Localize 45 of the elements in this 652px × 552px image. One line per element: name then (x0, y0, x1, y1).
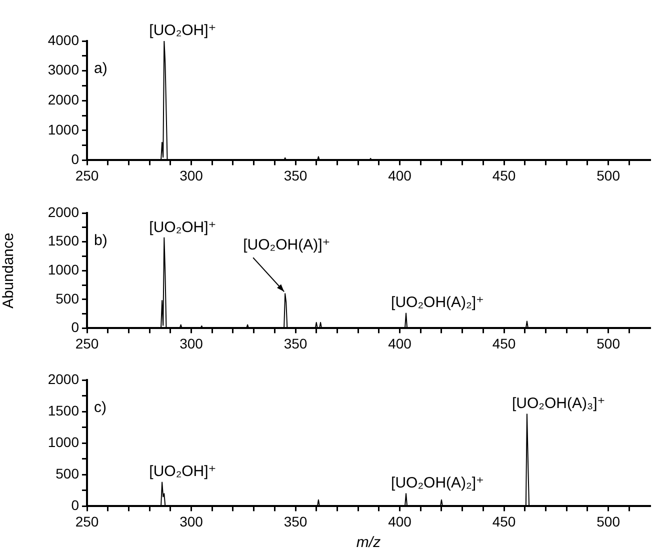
y-tick-label: 1500 (48, 232, 80, 249)
x-tick-label: 300 (180, 167, 204, 184)
x-tick-label: 400 (388, 167, 412, 184)
y-tick-label: 1000 (48, 121, 80, 138)
x-tick-label: 400 (388, 513, 412, 530)
x-tick-label: 350 (284, 167, 308, 184)
annotation: [UO₂OH(A)₃]⁺ (512, 395, 606, 412)
y-tick-label: 3000 (48, 62, 80, 78)
x-axis-title: m/z (356, 534, 382, 552)
y-tick-label: 0 (71, 319, 80, 336)
annotation: [UO₂OH(A)₂]⁺ (391, 294, 484, 312)
x-tick-label: 350 (284, 335, 308, 352)
x-tick-label: 500 (596, 167, 620, 184)
x-tick-label: 450 (492, 335, 516, 352)
annotation: [UO₂OH(A)₂]⁺ (391, 474, 484, 492)
y-tick-label: 4000 (48, 32, 80, 48)
annotation: a) (94, 60, 108, 77)
y-tick-label: 500 (56, 466, 80, 482)
y-tick-label: 1000 (48, 434, 80, 450)
y-tick-label: 500 (56, 290, 80, 306)
y-tick-label: 2000 (48, 370, 80, 387)
y-axis-title: Abundance (0, 232, 18, 309)
y-tick-label: 2000 (48, 204, 80, 220)
annotation: c) (94, 399, 106, 416)
x-tick-label: 250 (75, 513, 99, 530)
annotation: [UO₂OH]⁺ (149, 463, 216, 480)
annotation: [UO₂OH(A)]⁺ (243, 236, 330, 254)
x-tick-label: 250 (75, 335, 99, 352)
annotation: b) (94, 232, 108, 249)
annotation: [UO₂OH]⁺ (149, 22, 216, 39)
x-tick-label: 300 (180, 513, 204, 530)
x-tick-label: 300 (180, 335, 204, 352)
y-tick-label: 1000 (48, 261, 80, 278)
x-tick-label: 400 (388, 335, 412, 352)
x-tick-label: 250 (75, 167, 99, 184)
x-tick-label: 500 (596, 335, 620, 352)
x-tick-label: 450 (492, 513, 516, 530)
x-tick-label: 350 (284, 513, 308, 530)
x-tick-label: 450 (492, 167, 516, 184)
y-tick-label: 1500 (48, 402, 80, 418)
x-tick-label: 500 (596, 513, 620, 530)
y-tick-label: 0 (71, 497, 80, 514)
annotation: [UO₂OH]⁺ (149, 218, 216, 236)
y-tick-label: 0 (71, 151, 80, 168)
y-tick-label: 2000 (48, 91, 80, 108)
